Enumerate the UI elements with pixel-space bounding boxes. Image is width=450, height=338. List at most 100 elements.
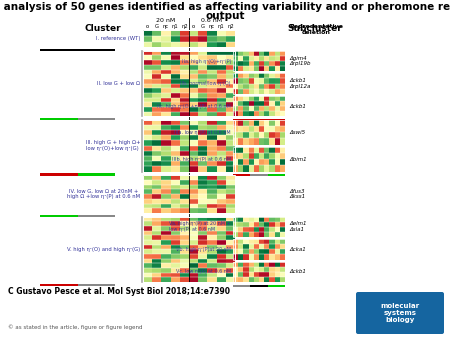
Text: IIb. normal/low η¹(O): IIb. normal/low η¹(O)	[180, 81, 231, 86]
Bar	[280, 96, 285, 101]
Text: output: output	[205, 11, 245, 21]
Bar	[243, 83, 248, 89]
Bar	[270, 267, 274, 272]
Bar	[233, 217, 285, 237]
Bar	[198, 141, 207, 146]
Bar	[198, 88, 207, 93]
Bar	[143, 263, 152, 268]
Bar	[207, 88, 216, 93]
Bar	[171, 151, 180, 156]
Bar	[207, 51, 216, 55]
Text: Δelm1
Δsla1: Δelm1 Δsla1	[289, 221, 306, 232]
Bar	[180, 203, 189, 208]
Bar	[226, 194, 235, 199]
Bar	[171, 189, 180, 194]
Bar	[162, 120, 171, 125]
Bar	[180, 141, 189, 146]
Bar	[216, 65, 226, 70]
Bar	[152, 151, 162, 156]
Bar	[270, 244, 274, 249]
Bar	[259, 159, 264, 165]
Bar	[238, 227, 243, 232]
Bar	[171, 36, 180, 42]
Bar	[143, 125, 152, 130]
Bar	[216, 277, 226, 282]
Bar	[268, 96, 285, 98]
Bar	[264, 126, 270, 132]
Bar	[189, 259, 198, 263]
Bar	[243, 239, 248, 244]
Bar	[233, 74, 250, 76]
Bar	[270, 78, 274, 83]
Bar	[207, 245, 216, 249]
Bar	[143, 60, 152, 65]
Bar	[152, 30, 162, 36]
Bar	[259, 56, 264, 61]
Bar	[198, 199, 207, 203]
Bar	[226, 60, 235, 65]
Bar	[171, 175, 180, 180]
Bar	[207, 135, 216, 141]
Bar	[162, 235, 171, 240]
Bar	[254, 153, 259, 159]
Bar	[254, 262, 259, 267]
Bar	[152, 120, 162, 125]
Bar	[162, 175, 171, 180]
Bar	[216, 30, 226, 36]
Bar	[233, 132, 238, 139]
Bar	[180, 208, 189, 213]
Bar	[198, 161, 207, 166]
Bar	[243, 147, 248, 153]
Bar	[198, 156, 207, 161]
Bar	[162, 161, 171, 166]
Bar	[198, 70, 207, 74]
Bar	[180, 249, 189, 254]
Bar	[180, 185, 189, 189]
Bar	[233, 106, 238, 111]
Bar	[216, 130, 226, 135]
Bar	[162, 55, 171, 60]
Bar	[270, 96, 274, 101]
Bar	[162, 151, 171, 156]
Bar	[274, 111, 280, 116]
Bar	[143, 175, 152, 180]
Bar	[233, 262, 238, 267]
Bar	[143, 254, 152, 259]
Bar	[171, 208, 180, 213]
Bar	[259, 147, 264, 153]
Bar	[270, 232, 274, 237]
Bar	[259, 267, 264, 272]
Bar	[254, 132, 259, 139]
Bar	[243, 153, 248, 159]
Bar	[254, 78, 259, 83]
Bar	[198, 55, 207, 60]
Bar	[180, 156, 189, 161]
Bar	[180, 263, 189, 268]
Bar	[143, 175, 235, 213]
Text: Vc. low η¹(P) at 0.6 nM: Vc. low η¹(P) at 0.6 nM	[176, 269, 231, 274]
Bar	[226, 268, 235, 273]
Bar	[189, 189, 198, 194]
Bar	[216, 125, 226, 130]
Bar	[238, 56, 243, 61]
Bar	[274, 217, 280, 222]
Bar	[198, 217, 207, 221]
Bar	[216, 112, 226, 116]
Bar	[226, 42, 235, 47]
Bar	[254, 106, 259, 111]
Bar	[248, 159, 254, 165]
Bar	[143, 30, 235, 47]
Bar	[189, 98, 198, 102]
Bar	[216, 194, 226, 199]
Bar	[243, 217, 248, 222]
Bar	[207, 112, 216, 116]
Bar	[270, 89, 274, 94]
Bar	[143, 51, 235, 116]
Bar	[152, 135, 162, 141]
Bar	[180, 36, 189, 42]
Bar	[259, 165, 264, 171]
Bar	[198, 151, 207, 156]
Text: Δbim1: Δbim1	[289, 156, 306, 162]
Bar	[171, 240, 180, 245]
Bar	[180, 65, 189, 70]
